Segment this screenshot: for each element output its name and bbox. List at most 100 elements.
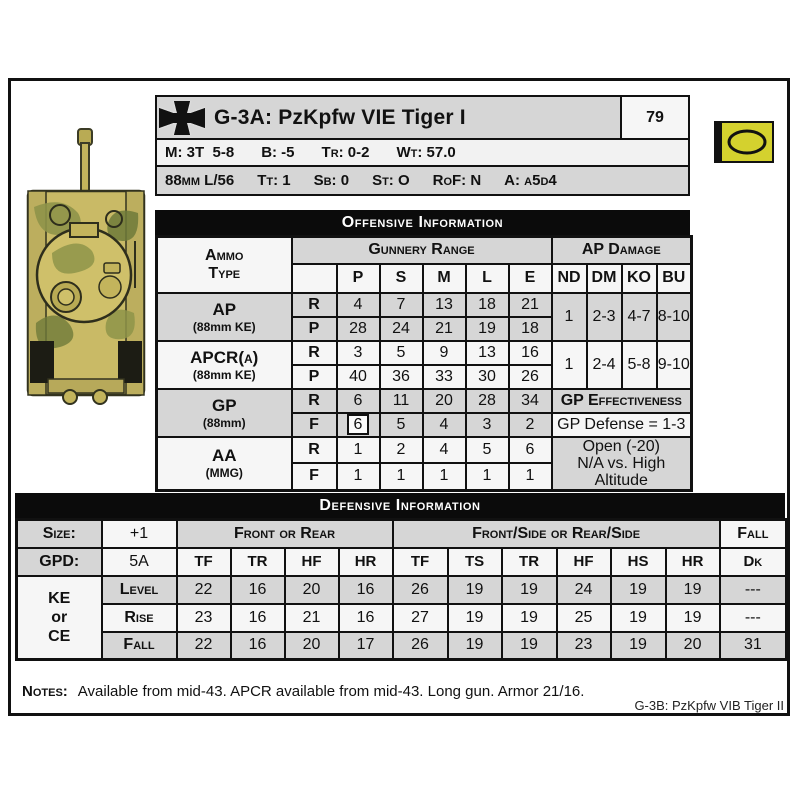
range-value-cell: 3: [464, 411, 510, 438]
armor-col-header: HR: [337, 546, 394, 577]
range-value-cell: 21: [421, 315, 467, 342]
range-value-cell: 1: [378, 462, 424, 491]
range-value-cell: 6: [335, 387, 381, 414]
range-value-cell: 5: [378, 339, 424, 366]
damage-value-cell: 8-10: [655, 291, 693, 342]
tank-top-view-image: [26, 128, 146, 405]
armor-value-cell: 16: [337, 602, 394, 633]
fire-mode-cell: R: [290, 435, 338, 465]
elevation-label-cell: Level: [100, 574, 178, 605]
range-value-cell: 4: [421, 435, 467, 465]
balkenkreuz-icon: [159, 100, 205, 135]
stat-gun: 88mm L/56: [165, 172, 235, 189]
stat-rof: RoF: N: [432, 172, 482, 189]
range-value-cell: 1: [507, 462, 553, 491]
armor-value-cell: 19: [664, 574, 721, 605]
title-row: G-3A: PzKpfw VIE Tiger I 79: [157, 97, 688, 140]
left-track-shoes: [30, 341, 54, 383]
card-title: G-3A: PzKpfw VIE Tiger I: [214, 105, 466, 129]
armor-col-header: HS: [609, 546, 667, 577]
range-value-cell: 2: [378, 435, 424, 465]
tow-shackle: [62, 389, 78, 405]
ammo-row-gp-label: GP (88mm): [155, 387, 293, 438]
armor-col-header: TF: [175, 546, 232, 577]
armor-col-header: HR: [664, 546, 721, 577]
stat-weight: Wt: 57.0: [396, 144, 456, 161]
turret: [35, 226, 133, 324]
range-col-header-e: E: [507, 262, 553, 294]
ammo-name: AA: [211, 446, 237, 465]
armor-col-header: TR: [500, 546, 558, 577]
armor-col-header: HF: [555, 546, 612, 577]
ammo-name: AP: [212, 299, 237, 319]
range-value-cell: 9: [421, 339, 467, 366]
fire-mode-cell: P: [290, 315, 338, 342]
range-value-cell: 33: [421, 363, 467, 390]
dk-col-header: Dk: [718, 546, 788, 577]
elevation-label-cell: Fall: [100, 630, 178, 661]
range-value-cell: 7: [378, 291, 424, 318]
armor-col-header: TS: [446, 546, 503, 577]
armor-col-header: TR: [229, 546, 286, 577]
armor-col-header: HF: [283, 546, 340, 577]
turret-bin: [103, 262, 121, 274]
armor-value-cell: 20: [283, 630, 340, 661]
armor-value-cell: 22: [175, 630, 232, 661]
armor-value-cell: 19: [446, 630, 503, 661]
camo-patch: [107, 210, 139, 242]
defensive-section-title: Defensive Information: [15, 493, 785, 518]
range-value-cell: 16: [507, 339, 553, 366]
driver-hatch: [49, 204, 71, 226]
fall-header-cell: Fall: [718, 518, 788, 549]
range-value-cell: 24: [378, 315, 424, 342]
ammo-caliber: (88mm KE): [192, 367, 256, 382]
range-value-cell: 18: [464, 291, 510, 318]
stat-movement: M: 3T 5-8: [165, 144, 235, 161]
range-value-cell: 5: [464, 435, 510, 465]
radio-hatch: [105, 210, 123, 228]
tow-shackle: [92, 389, 108, 405]
range-value-cell: 30: [464, 363, 510, 390]
aa-note-line1: Open (-20): [582, 437, 660, 455]
dk-value-cell: ---: [718, 574, 788, 605]
ke-ce-label-cell: KE or CE: [15, 574, 103, 661]
range-value-cell: 28: [464, 387, 510, 414]
stat-ammo-allotment: A: a5d4: [504, 172, 557, 189]
gunnery-range-header-cell: Gunnery Range: [290, 235, 553, 265]
stat-bog: B: -5: [261, 144, 295, 161]
armor-value-cell: 26: [391, 574, 449, 605]
card-number: 79: [620, 97, 688, 138]
armor-value-cell: 20: [283, 574, 340, 605]
range-value-cell: 1: [335, 462, 381, 491]
front-rear-header-cell: Front or Rear: [175, 518, 394, 549]
armor-value-cell: 16: [229, 602, 286, 633]
ammo-caliber: (88mm): [202, 415, 246, 430]
armor-value-cell: 19: [500, 574, 558, 605]
ammo-name: GP: [211, 395, 237, 415]
range-value-cell: 1: [335, 435, 381, 465]
damage-value-cell: 4-7: [620, 291, 658, 342]
range-col-header-m: M: [421, 262, 467, 294]
range-value-cell: 21: [507, 291, 553, 318]
ap-damage-header-cell: AP Damage: [550, 235, 693, 265]
range-value-cell: 26: [507, 363, 553, 390]
armor-value-cell: 19: [446, 602, 503, 633]
range-value-cell: 4: [421, 411, 467, 438]
stat-turret-rotation: Tr: 0-2: [321, 144, 370, 161]
gp-defense-value: GP Defense = 1-3: [550, 411, 693, 438]
range-value-cell: 3: [335, 339, 381, 366]
offensive-section: Offensive Information Ammo Type Gunnery …: [155, 210, 694, 492]
damage-value-cell: 2-3: [585, 291, 623, 342]
range-col-header-l: L: [464, 262, 510, 294]
damage-col-header-nd: ND: [550, 262, 588, 294]
armor-value-cell: 19: [609, 574, 667, 605]
ammo-type-header-cell: Ammo Type: [155, 235, 293, 294]
armor-value-cell: 19: [664, 602, 721, 633]
armor-value-cell: 19: [446, 574, 503, 605]
damage-value-cell: 1: [550, 339, 588, 390]
armor-col-header: TF: [391, 546, 449, 577]
fire-mode-cell: R: [290, 291, 338, 318]
ammo-row-apcr-label: APCR(a) (88mm KE): [155, 339, 293, 390]
range-value-cell: 5: [378, 411, 424, 438]
range-value-cell: 4: [335, 291, 381, 318]
